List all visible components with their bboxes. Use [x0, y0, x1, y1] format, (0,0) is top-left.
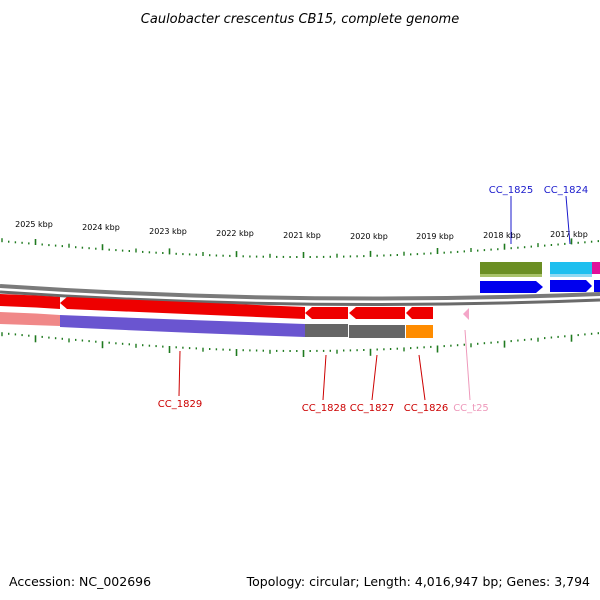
gene-label-cc1824[interactable]: CC_1824 [544, 185, 588, 196]
cc1827-lower-band[interactable] [349, 325, 405, 338]
gene-leader-lines [178, 195, 571, 401]
cc1825-gene-shade [480, 274, 542, 277]
tick-label-2018: 2018 kbp [483, 231, 521, 240]
cc1829-leader [178, 350, 181, 397]
gene-label-cc1829[interactable]: CC_1829 [158, 399, 202, 410]
gene-label-cc1827[interactable]: CC_1827 [350, 403, 394, 414]
backbone-outer-arc [0, 284, 600, 301]
gene-labels: CC_1825 CC_1824 CC_1829 CC_1828 CC_1827 … [158, 185, 588, 414]
gene-label-cc1826[interactable]: CC_1826 [404, 403, 448, 414]
cc1829-lower-left[interactable] [0, 312, 60, 326]
tick-labels: 2025 kbp 2024 kbp 2023 kbp 2022 kbp 2021… [15, 220, 588, 241]
tick-label-2020: 2020 kbp [350, 232, 388, 241]
backbone-inner-arc [0, 290, 600, 306]
cc1824-gene-upper[interactable] [550, 262, 592, 274]
cc1829-lower-band[interactable] [60, 315, 305, 337]
cc1824-gene-arrow[interactable] [550, 280, 592, 292]
tick-label-2025: 2025 kbp [15, 220, 53, 229]
cc1824-gene-shade [550, 274, 592, 277]
genome-title: Caulobacter crescentus CB15, complete ge… [141, 12, 459, 27]
cc1828-leader [322, 354, 327, 401]
cc1827-gene-arrow[interactable] [349, 307, 405, 319]
tick-label-2024: 2024 kbp [82, 223, 120, 232]
accession-text: Accession: NC_002696 [9, 574, 151, 589]
gene-label-cc1828[interactable]: CC_1828 [302, 403, 346, 414]
cc1825-gene-arrow[interactable] [480, 281, 543, 293]
cc1826-gene-arrow[interactable] [406, 307, 433, 319]
cc1825-gene-upper[interactable] [480, 262, 542, 274]
cc1826-leader [418, 354, 426, 401]
tick-label-2022: 2022 kbp [216, 229, 254, 238]
reverse-strand-track [0, 294, 469, 338]
cc1827-leader [371, 354, 378, 401]
tick-label-2019: 2019 kbp [416, 232, 454, 241]
cc1828-lower-band[interactable] [305, 324, 348, 337]
cc1829-gene-arrow[interactable] [60, 297, 305, 319]
cct25-leader [464, 329, 471, 401]
backbone-gap [0, 288, 600, 302]
tick-label-2023: 2023 kbp [149, 227, 187, 236]
genome-summary-text: Topology: circular; Length: 4,016,947 bp… [246, 574, 590, 589]
cc1828-gene-arrow[interactable] [305, 307, 348, 319]
cc1826-lower-band[interactable] [406, 325, 433, 338]
adjacent-gene-blue[interactable] [594, 280, 600, 292]
gene-label-cc1825[interactable]: CC_1825 [489, 185, 533, 196]
inner-tick-ring [1, 332, 599, 357]
gene-label-cct25[interactable]: CC_t25 [453, 403, 489, 414]
cc1824-leader [565, 195, 571, 245]
tick-label-2021: 2021 kbp [283, 231, 321, 240]
outer-tick-ring [1, 238, 599, 258]
cc1829-left-fragment[interactable] [0, 294, 60, 309]
forward-strand-track [480, 262, 600, 293]
adjacent-gene-magenta[interactable] [592, 262, 600, 274]
cct25-trna-arrow[interactable] [463, 308, 469, 320]
